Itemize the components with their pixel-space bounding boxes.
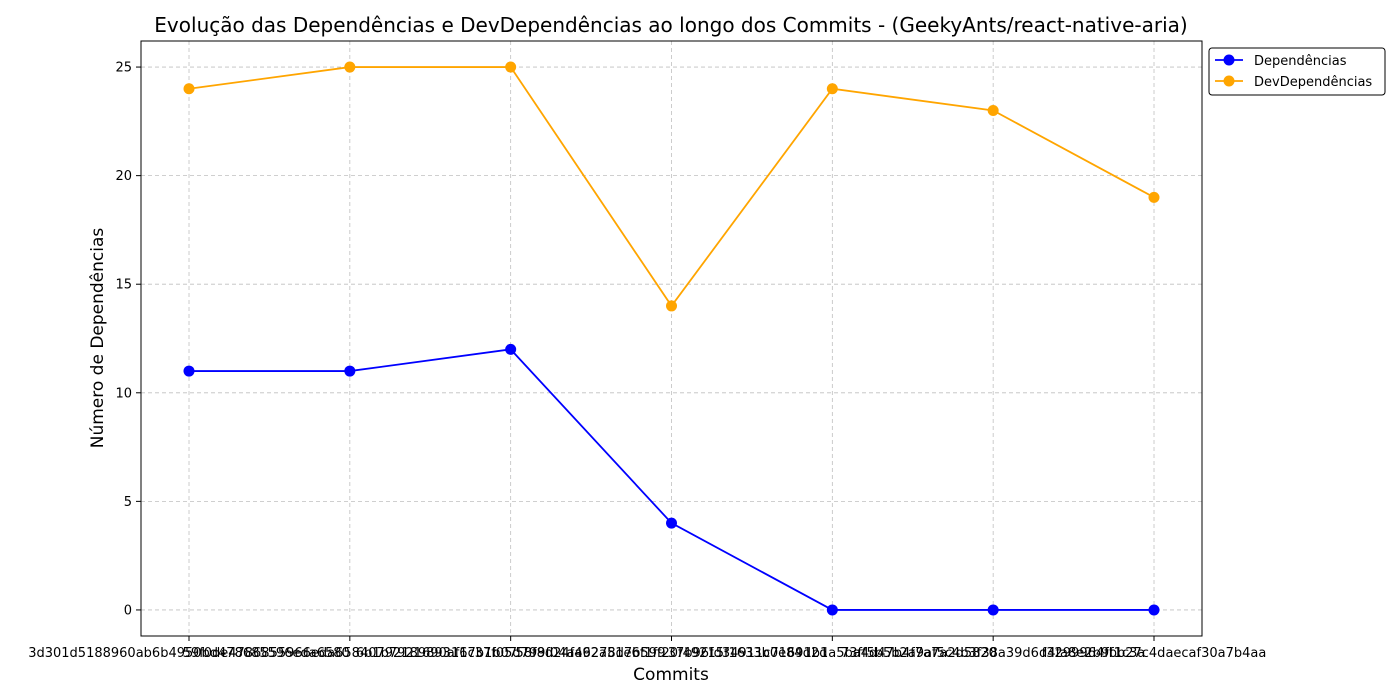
x-tick-label: 58f8d24f46278d7b59f20f49215f1633b0e84d2d [516,646,828,661]
series [183,61,1160,616]
series-line-0 [189,348,1154,611]
data-point [826,83,838,95]
y-axis-label: Número de Dependências [88,228,108,449]
y-tick-label: 20 [115,169,132,184]
grid [141,41,1202,636]
legend-box [1208,47,1386,96]
y-tick-label: 0 [124,603,132,618]
data-point [826,604,838,616]
y-tick-label: 15 [115,278,132,293]
x-axis: 3d301d5188960ab6b4950bd478685596eda65805… [28,636,1266,661]
x-tick-label: f3299964fbb27c4daecaf30a7b4aa [1042,646,1267,661]
data-point [666,300,677,312]
legend-marker [1223,54,1235,66]
data-point [183,83,195,95]
data-point [505,343,517,355]
x-axis-label: Commits [633,665,709,685]
data-point [987,604,999,616]
y-axis: 0 5 10 15 20 25 [115,61,141,618]
x-tick-label: 6b1b7921690af1c37f05d799f04aa92a51e6f1f9 [356,646,666,661]
data-point [344,61,356,73]
series-line-1 [188,66,1155,308]
data-point [183,365,195,377]
x-tick-label: 73ff5b5b2a9af5c4b3f38a39d6d4fa8e2b9f1c3a [841,646,1145,661]
legend-marker [1223,75,1235,87]
legend-label: DevDependências [1254,75,1372,90]
y-tick-label: 5 [124,495,132,510]
x-tick-label: 37b96fd34911c71691b1a5ba4d47b4f7a7a2d582… [668,646,997,661]
y-tick-label: 25 [115,61,132,76]
data-point [505,61,517,73]
legend-label: Dependências [1254,54,1347,69]
data-point [666,517,677,529]
data-point [1148,604,1160,616]
x-tick-label: 3d301d5188960ab6b4950bd478685596eda6580 [28,646,350,661]
data-point [344,365,356,377]
data-point [987,104,999,116]
x-tick-label: 59f0de4786855966eda65840792189893167b1b0… [183,646,518,661]
legend: Dependências DevDependências [1208,47,1386,96]
y-tick-label: 10 [115,386,132,401]
data-point [1148,191,1160,203]
chart-title: Evolução das Dependências e DevDependênc… [154,13,1187,37]
